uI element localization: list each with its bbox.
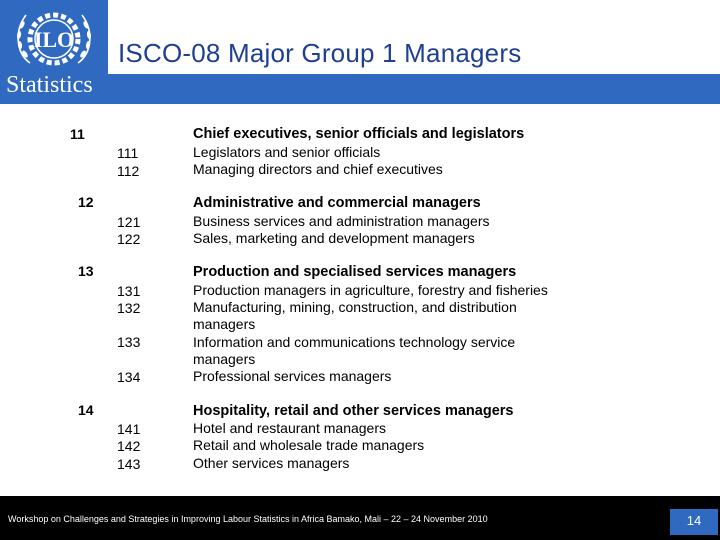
- sub-code-133: 133: [117, 334, 141, 350]
- logo-panel: ILO Statistics: [0, 0, 108, 104]
- ilo-logo-icon: ILO: [16, 12, 92, 66]
- sub-code-141: 141: [117, 421, 141, 437]
- sub-code-122: 122: [117, 231, 141, 247]
- sub-label-122: Sales, marketing and development manager…: [193, 230, 475, 246]
- page-title: ISCO-08 Major Group 1 Managers: [118, 38, 522, 68]
- header-accent-band: [108, 74, 720, 104]
- sub-label-111: Legislators and senior officials: [193, 144, 381, 160]
- sub-label-132: Manufacturing, mining, construction, and…: [193, 299, 517, 315]
- sub-label-141: Hotel and restaurant managers: [193, 420, 386, 436]
- sub-label-143: Other services managers: [193, 455, 350, 471]
- footer-bar: [0, 496, 720, 540]
- sub-label-121: Business services and administration man…: [193, 213, 490, 229]
- statistics-label: Statistics: [6, 72, 93, 98]
- sub-label-133-cont: managers: [193, 351, 256, 367]
- sub-code-112: 112: [117, 163, 140, 179]
- sub-label-133: Information and communications technolog…: [193, 334, 516, 350]
- sub-label-142: Retail and wholesale trade managers: [193, 437, 425, 453]
- sub-label-131: Production managers in agriculture, fore…: [193, 282, 548, 298]
- group-heading-13: Production and specialised services mana…: [193, 264, 517, 280]
- sub-label-112: Managing directors and chief executives: [193, 161, 443, 177]
- footer-text: Workshop on Challenges and Strategies in…: [8, 514, 488, 524]
- sub-code-131: 131: [117, 283, 141, 299]
- sub-label-134: Professional services managers: [193, 368, 392, 384]
- sub-label-132-cont: managers: [193, 316, 256, 332]
- group-heading-14: Hospitality, retail and other services m…: [193, 403, 514, 419]
- page-number-box: 14: [670, 509, 718, 535]
- svg-text:ILO: ILO: [34, 27, 74, 52]
- sub-code-142: 142: [117, 438, 141, 454]
- page-number: 14: [686, 513, 702, 528]
- sub-code-134: 134: [117, 369, 141, 385]
- sub-code-143: 143: [117, 456, 141, 472]
- sub-code-121: 121: [117, 214, 141, 230]
- sub-code-132: 132: [117, 300, 141, 316]
- major-code-11: 11: [70, 126, 85, 142]
- major-code-14: 14: [78, 402, 94, 418]
- sub-code-111: 111: [117, 145, 139, 161]
- group-heading-12: Administrative and commercial managers: [193, 195, 481, 211]
- major-code-13: 13: [78, 263, 94, 279]
- group-heading-11: Chief executives, senior officials and l…: [193, 126, 525, 142]
- header-background: [0, 0, 720, 74]
- major-code-12: 12: [78, 194, 94, 210]
